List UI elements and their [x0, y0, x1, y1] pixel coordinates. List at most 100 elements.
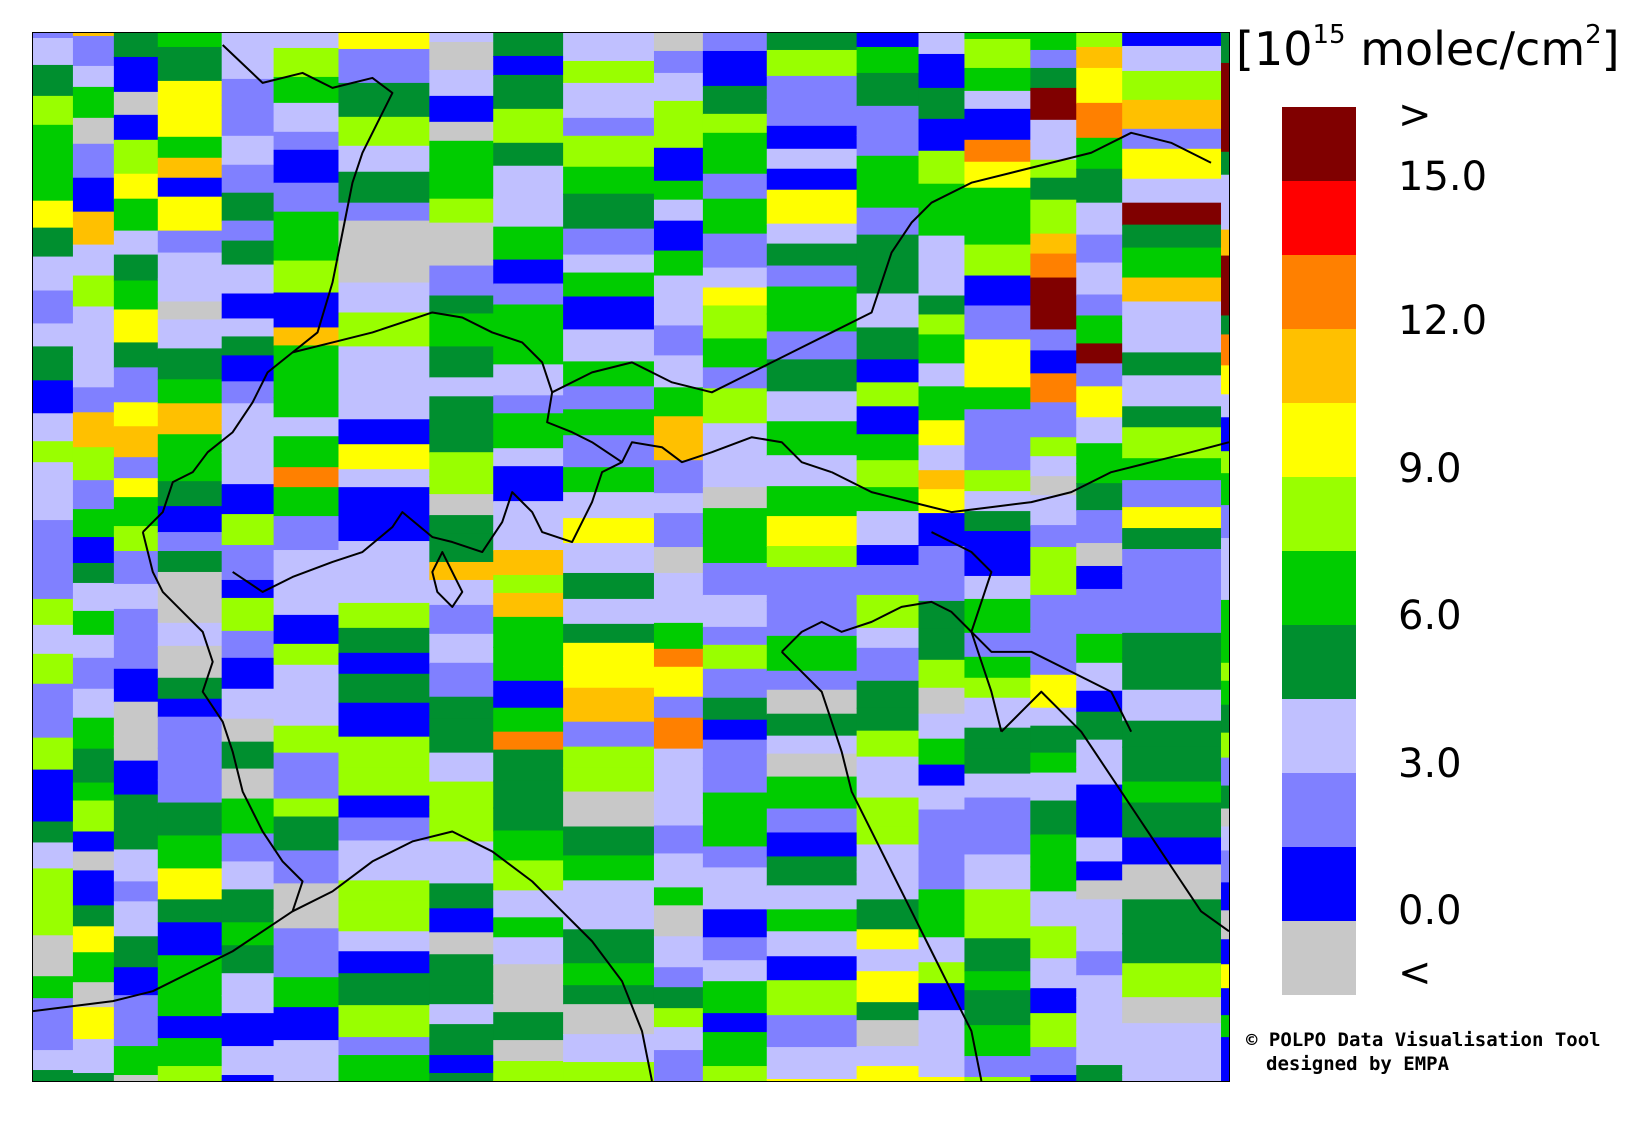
grid-cell: [221, 355, 275, 383]
grid-cell: [653, 121, 704, 149]
grid-cell: [766, 546, 858, 568]
grid-cell: [766, 125, 858, 150]
grid-cell: [72, 387, 115, 414]
grid-cell: [33, 323, 74, 348]
grid-cell: [1122, 70, 1223, 101]
grid-cell: [72, 117, 115, 145]
grid-cell: [856, 775, 920, 799]
grid-cell: [563, 60, 655, 84]
grid-cell: [918, 470, 966, 491]
grid-cell: [702, 562, 768, 596]
grid-cell: [964, 108, 1032, 141]
grid-cell: [766, 832, 858, 858]
grid-cell: [653, 355, 704, 389]
grid-cell: [221, 889, 275, 924]
grid-cell: [653, 1050, 704, 1081]
grid-cell: [702, 812, 768, 848]
grid-cell: [429, 604, 495, 635]
grid-cell: [1076, 543, 1124, 567]
grid-cell: [33, 598, 74, 626]
grid-cell: [157, 955, 223, 986]
grid-cell: [33, 1028, 74, 1052]
grid-cell: [493, 466, 565, 503]
unit-label: [1015 molec/cm2]: [1236, 20, 1620, 76]
grid-cell: [1076, 899, 1124, 922]
grid-cell: [273, 292, 340, 329]
grid-cell: [113, 583, 159, 610]
grid-cell: [1076, 1065, 1124, 1081]
grid-cell: [766, 909, 858, 933]
country-borders: [33, 44, 1229, 1081]
grid-cell: [702, 305, 768, 340]
grid-cell: [766, 168, 858, 191]
grid-cell: [221, 33, 275, 49]
grid-cell: [493, 807, 565, 832]
grid-cell: [563, 1062, 655, 1081]
grid-cell: [33, 486, 74, 522]
colorbar-label-6: 6.0: [1398, 593, 1462, 639]
grid-cell: [33, 998, 74, 1030]
grid-cell: [856, 707, 920, 732]
grid-cell: [157, 506, 223, 534]
grid-cell: [1030, 199, 1078, 235]
grid-cell: [493, 530, 565, 552]
grid-cell: [964, 90, 1032, 110]
grid-cell: [702, 287, 768, 307]
grid-cell: [157, 462, 223, 483]
map-panel[interactable]: [32, 32, 1230, 1082]
grid-cell: [221, 1013, 275, 1048]
grid-cell: [429, 662, 495, 698]
grid-cell: [72, 582, 115, 612]
grid-cell: [1221, 62, 1229, 95]
grid-cell: [273, 367, 340, 399]
grid-cell: [338, 627, 431, 654]
grid-cell: [221, 945, 275, 975]
grid-cell: [766, 75, 858, 100]
grid-cell: [72, 926, 115, 954]
grid-cell: [273, 211, 340, 233]
grid-cell: [113, 995, 159, 1026]
grid-cell: [563, 642, 655, 667]
grid-cell: [918, 87, 966, 120]
grid-cell: [33, 380, 74, 415]
grid-cell: [273, 231, 340, 262]
grid-cell: [766, 1015, 858, 1049]
grid-cell: [72, 717, 115, 750]
concentration-map: [33, 33, 1229, 1081]
grid-cell: [1076, 294, 1124, 317]
grid-cell: [653, 513, 704, 549]
grid-cell: [964, 387, 1032, 411]
grid-cell: [653, 648, 704, 668]
grid-cell: [1076, 806, 1124, 839]
grid-cell: [1122, 1054, 1223, 1076]
grid-cell: [1076, 386, 1124, 419]
coast-ligurian: [292, 830, 653, 1081]
grid-cell: [702, 626, 768, 646]
grid-cell: [1030, 752, 1078, 774]
colorbar-swatch: [1282, 477, 1356, 551]
grid-cell: [72, 657, 115, 690]
grid-cell: [702, 594, 768, 628]
grid-cell: [1122, 963, 1223, 999]
grid-cell: [338, 1005, 431, 1039]
grid-cell: [72, 86, 115, 119]
grid-cell: [273, 33, 340, 49]
grid-cell: [766, 885, 858, 911]
grid-cell: [429, 423, 495, 454]
grid-cell: [273, 977, 340, 1009]
grid-cell: [113, 33, 159, 58]
grid-cell: [429, 121, 495, 142]
grid-cell: [1122, 406, 1223, 429]
grid-cell: [563, 791, 655, 828]
grid-cell: [856, 359, 920, 384]
grid-cell: [157, 899, 223, 924]
grid-cell: [429, 883, 495, 910]
grid-cell: [1076, 463, 1124, 485]
grid-cell: [157, 1038, 223, 1068]
grid-cell: [1076, 997, 1124, 1034]
grid-cell: [273, 149, 340, 184]
grid-cell: [72, 328, 115, 358]
grid-cell: [766, 313, 858, 333]
grid-cell: [493, 707, 565, 733]
grid-cell: [766, 931, 858, 958]
